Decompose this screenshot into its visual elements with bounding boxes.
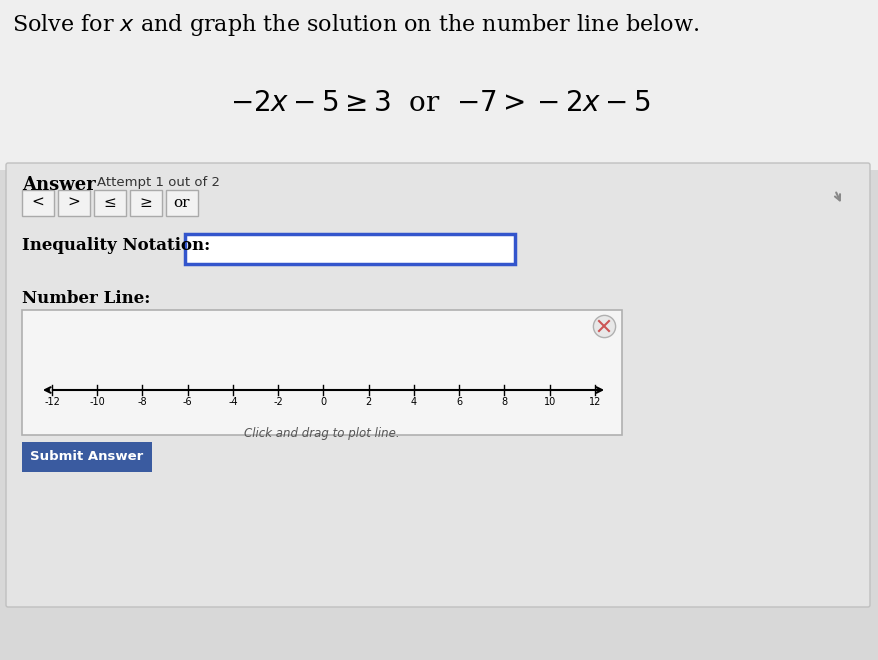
Text: -12: -12 <box>44 397 60 407</box>
Text: Attempt 1 out of 2: Attempt 1 out of 2 <box>97 176 220 189</box>
Text: or: or <box>174 196 190 210</box>
Text: -6: -6 <box>183 397 192 407</box>
Text: 12: 12 <box>588 397 601 407</box>
Text: >: > <box>68 196 80 210</box>
FancyBboxPatch shape <box>6 163 869 607</box>
FancyBboxPatch shape <box>22 310 622 435</box>
Text: $-2x-5 \geq 3$  or  $-7>-2x-5$: $-2x-5 \geq 3$ or $-7>-2x-5$ <box>229 90 650 117</box>
FancyBboxPatch shape <box>22 442 152 472</box>
Text: ≥: ≥ <box>140 196 152 210</box>
FancyBboxPatch shape <box>22 190 54 216</box>
Text: 10: 10 <box>543 397 555 407</box>
Text: Inequality Notation:: Inequality Notation: <box>22 237 210 254</box>
FancyBboxPatch shape <box>94 190 126 216</box>
FancyBboxPatch shape <box>166 190 198 216</box>
Text: Solve for $x$ and graph the solution on the number line below.: Solve for $x$ and graph the solution on … <box>12 12 699 38</box>
Text: -8: -8 <box>138 397 148 407</box>
Text: Submit Answer: Submit Answer <box>31 451 143 463</box>
Text: Number Line:: Number Line: <box>22 290 150 307</box>
Text: Answer: Answer <box>22 176 96 194</box>
FancyBboxPatch shape <box>58 190 90 216</box>
Text: -2: -2 <box>273 397 283 407</box>
FancyBboxPatch shape <box>0 0 878 360</box>
Text: 4: 4 <box>411 397 416 407</box>
Text: ≤: ≤ <box>104 196 116 210</box>
Text: 0: 0 <box>320 397 327 407</box>
Text: <: < <box>32 196 44 210</box>
Text: 6: 6 <box>456 397 462 407</box>
FancyBboxPatch shape <box>0 360 878 660</box>
FancyBboxPatch shape <box>0 0 878 170</box>
FancyBboxPatch shape <box>184 234 515 264</box>
Text: 2: 2 <box>365 397 371 407</box>
Text: 8: 8 <box>500 397 507 407</box>
Text: -10: -10 <box>90 397 105 407</box>
FancyBboxPatch shape <box>130 190 162 216</box>
Text: Click and drag to plot line.: Click and drag to plot line. <box>244 427 399 440</box>
Text: -4: -4 <box>228 397 238 407</box>
